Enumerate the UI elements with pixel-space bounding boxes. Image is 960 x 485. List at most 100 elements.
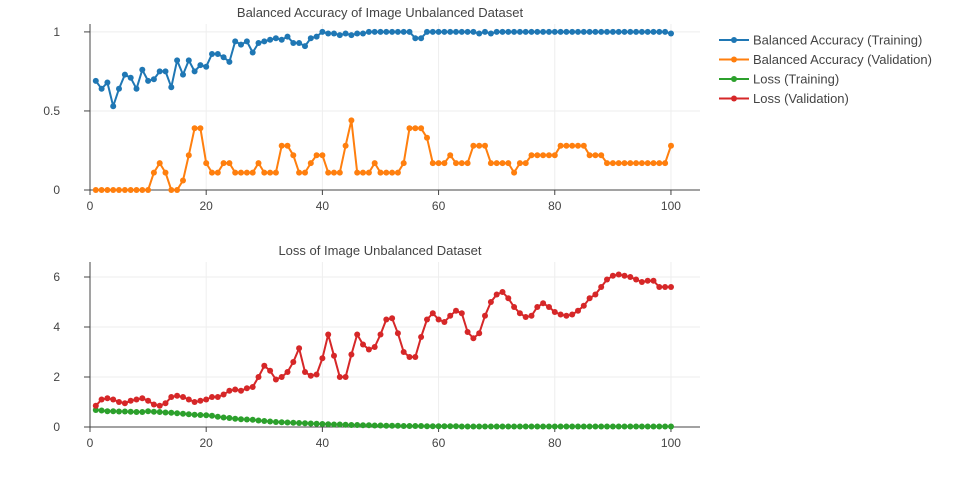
- data-point[interactable]: [307, 420, 314, 427]
- data-point[interactable]: [638, 160, 645, 167]
- data-point[interactable]: [592, 152, 599, 159]
- data-point[interactable]: [493, 423, 500, 430]
- data-point[interactable]: [348, 351, 355, 358]
- data-point[interactable]: [650, 160, 657, 167]
- data-point[interactable]: [580, 302, 587, 309]
- data-point[interactable]: [511, 28, 518, 35]
- data-point[interactable]: [633, 28, 640, 35]
- data-point[interactable]: [458, 423, 465, 430]
- data-point[interactable]: [406, 354, 413, 360]
- data-point[interactable]: [377, 331, 384, 338]
- data-point[interactable]: [371, 160, 378, 167]
- data-point[interactable]: [487, 423, 494, 430]
- data-point[interactable]: [371, 422, 378, 429]
- legend-item[interactable]: Loss (Validation): [719, 91, 849, 106]
- data-point[interactable]: [354, 169, 361, 176]
- data-point[interactable]: [644, 423, 651, 430]
- data-point[interactable]: [540, 300, 547, 307]
- data-point[interactable]: [116, 408, 122, 415]
- data-point[interactable]: [313, 33, 320, 40]
- data-point[interactable]: [319, 355, 326, 362]
- data-point[interactable]: [546, 304, 552, 310]
- data-point[interactable]: [377, 28, 384, 35]
- data-point[interactable]: [360, 169, 366, 176]
- data-point[interactable]: [226, 415, 233, 421]
- data-point[interactable]: [92, 407, 99, 413]
- data-point[interactable]: [354, 422, 361, 428]
- data-point[interactable]: [203, 412, 210, 419]
- data-point[interactable]: [255, 374, 262, 380]
- data-point[interactable]: [650, 277, 657, 284]
- data-point[interactable]: [534, 28, 541, 35]
- data-point[interactable]: [644, 28, 651, 35]
- data-point[interactable]: [644, 277, 651, 284]
- data-point[interactable]: [476, 30, 483, 37]
- data-point[interactable]: [168, 84, 175, 91]
- data-point[interactable]: [313, 371, 320, 378]
- data-point[interactable]: [255, 40, 262, 46]
- data-point[interactable]: [348, 117, 355, 124]
- data-point[interactable]: [325, 331, 332, 338]
- data-point[interactable]: [121, 187, 128, 193]
- legend-item[interactable]: Balanced Accuracy (Validation): [719, 52, 932, 67]
- data-point[interactable]: [412, 354, 419, 360]
- data-point[interactable]: [499, 289, 506, 295]
- data-point[interactable]: [168, 394, 175, 400]
- data-point[interactable]: [516, 423, 523, 430]
- data-point[interactable]: [302, 369, 308, 375]
- data-point[interactable]: [150, 76, 157, 83]
- data-point[interactable]: [400, 349, 407, 355]
- data-point[interactable]: [656, 423, 663, 430]
- data-point[interactable]: [499, 28, 506, 35]
- data-point[interactable]: [569, 142, 576, 149]
- data-point[interactable]: [261, 418, 268, 424]
- data-point[interactable]: [290, 419, 297, 426]
- data-point[interactable]: [499, 423, 506, 430]
- data-point[interactable]: [156, 409, 163, 415]
- data-point[interactable]: [400, 28, 407, 35]
- legend-item[interactable]: Balanced Accuracy (Training): [719, 33, 922, 48]
- data-point[interactable]: [615, 271, 622, 278]
- data-point[interactable]: [394, 330, 401, 337]
- data-point[interactable]: [493, 28, 500, 35]
- data-point[interactable]: [267, 367, 274, 374]
- data-point[interactable]: [197, 412, 204, 418]
- data-point[interactable]: [180, 394, 186, 400]
- data-point[interactable]: [197, 125, 204, 132]
- data-point[interactable]: [180, 71, 186, 78]
- data-point[interactable]: [336, 32, 343, 39]
- data-point[interactable]: [586, 28, 593, 35]
- data-point[interactable]: [487, 160, 494, 167]
- data-point[interactable]: [540, 423, 547, 430]
- data-point[interactable]: [214, 51, 221, 57]
- data-point[interactable]: [180, 177, 186, 184]
- data-point[interactable]: [569, 28, 576, 35]
- data-point[interactable]: [371, 28, 378, 35]
- data-point[interactable]: [598, 152, 605, 159]
- data-point[interactable]: [592, 291, 599, 298]
- data-point[interactable]: [220, 160, 227, 167]
- data-point[interactable]: [238, 169, 244, 176]
- data-point[interactable]: [156, 402, 163, 409]
- data-point[interactable]: [546, 423, 552, 430]
- data-point[interactable]: [278, 36, 285, 43]
- data-point[interactable]: [406, 423, 413, 429]
- data-point[interactable]: [145, 77, 152, 84]
- data-point[interactable]: [563, 142, 570, 149]
- data-point[interactable]: [389, 169, 396, 176]
- data-point[interactable]: [429, 310, 436, 317]
- data-point[interactable]: [609, 28, 616, 35]
- data-point[interactable]: [575, 28, 581, 35]
- data-point[interactable]: [307, 372, 314, 379]
- data-point[interactable]: [284, 419, 291, 426]
- data-point[interactable]: [511, 423, 518, 430]
- data-point[interactable]: [220, 54, 227, 61]
- data-point[interactable]: [226, 58, 233, 65]
- data-point[interactable]: [482, 312, 488, 319]
- data-point[interactable]: [668, 30, 674, 37]
- data-point[interactable]: [209, 51, 215, 57]
- data-point[interactable]: [394, 28, 401, 35]
- data-point[interactable]: [621, 160, 628, 167]
- data-point[interactable]: [278, 374, 285, 380]
- data-point[interactable]: [162, 68, 169, 75]
